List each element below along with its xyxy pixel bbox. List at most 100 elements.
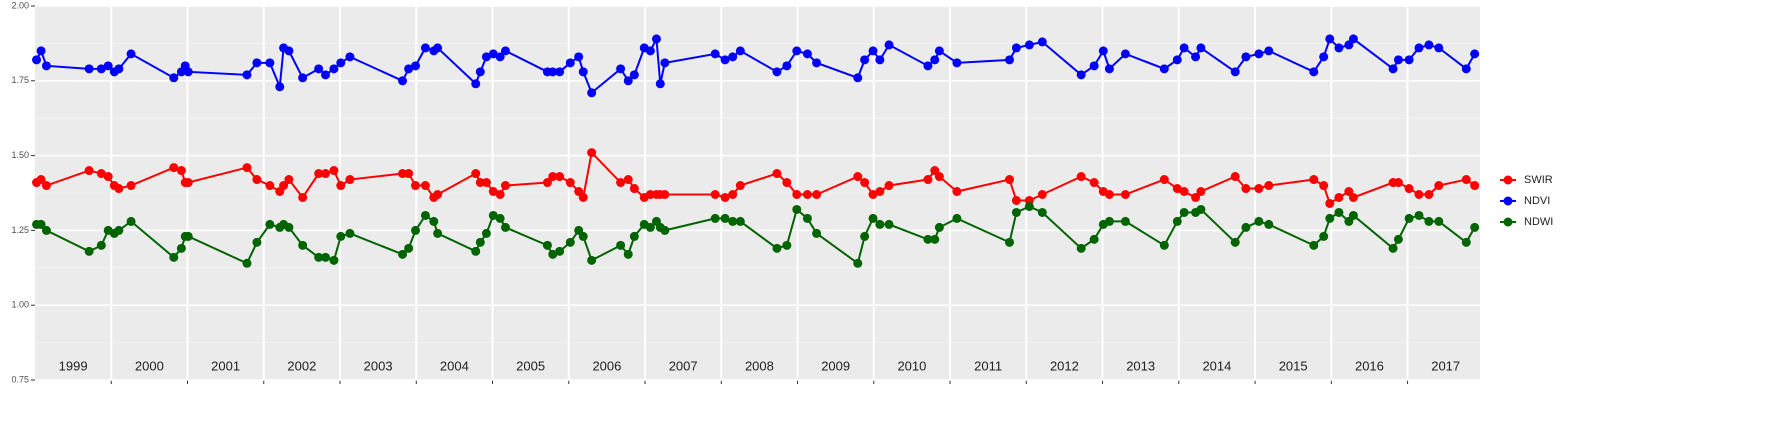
data-point bbox=[1424, 189, 1434, 199]
data-point bbox=[860, 55, 870, 65]
x-tick-label: 2001 bbox=[211, 358, 240, 373]
data-point bbox=[1434, 181, 1444, 191]
data-point bbox=[500, 181, 510, 191]
data-point bbox=[853, 258, 863, 268]
data-point bbox=[1434, 216, 1444, 226]
data-point bbox=[952, 213, 962, 223]
data-point bbox=[1089, 178, 1099, 188]
data-point bbox=[772, 67, 782, 77]
data-point bbox=[934, 222, 944, 232]
data-point bbox=[1414, 189, 1424, 199]
data-point bbox=[420, 43, 430, 53]
data-point bbox=[1230, 172, 1240, 182]
data-point bbox=[1005, 55, 1015, 65]
data-point bbox=[1011, 207, 1021, 217]
data-point bbox=[471, 246, 481, 256]
data-point bbox=[952, 187, 962, 197]
data-point bbox=[1076, 172, 1086, 182]
data-point bbox=[404, 243, 414, 253]
data-point bbox=[1089, 234, 1099, 244]
legend-label: NDVI bbox=[1524, 195, 1550, 207]
data-point bbox=[1037, 189, 1047, 199]
data-point bbox=[183, 178, 193, 188]
data-point bbox=[433, 189, 443, 199]
data-point bbox=[720, 192, 730, 202]
data-point bbox=[1104, 64, 1114, 74]
data-point bbox=[1434, 43, 1444, 53]
data-point bbox=[875, 219, 885, 229]
data-point bbox=[1461, 237, 1471, 247]
data-point bbox=[660, 58, 670, 68]
data-point bbox=[32, 55, 42, 65]
data-point bbox=[728, 52, 738, 62]
data-point bbox=[176, 243, 186, 253]
data-point bbox=[314, 64, 324, 74]
data-point bbox=[411, 225, 421, 235]
data-point bbox=[471, 169, 481, 179]
data-point bbox=[475, 67, 485, 77]
x-tick-label: 2015 bbox=[1279, 358, 1308, 373]
data-point bbox=[1334, 207, 1344, 217]
data-point bbox=[1104, 189, 1114, 199]
data-point bbox=[735, 216, 745, 226]
data-point bbox=[1325, 213, 1335, 223]
data-point bbox=[114, 184, 124, 194]
data-point bbox=[1393, 55, 1403, 65]
data-point bbox=[802, 189, 812, 199]
data-point bbox=[1404, 55, 1414, 65]
data-point bbox=[488, 187, 498, 197]
data-point bbox=[629, 231, 639, 241]
data-point bbox=[651, 34, 661, 44]
data-point bbox=[481, 52, 491, 62]
data-point bbox=[1404, 184, 1414, 194]
data-point bbox=[284, 222, 294, 232]
data-point bbox=[555, 246, 565, 256]
data-point bbox=[298, 192, 308, 202]
data-point bbox=[629, 184, 639, 194]
data-point bbox=[555, 67, 565, 77]
data-point bbox=[548, 249, 558, 259]
data-point bbox=[242, 163, 252, 173]
data-point bbox=[655, 79, 665, 89]
data-point bbox=[314, 169, 324, 179]
data-point bbox=[923, 61, 933, 71]
data-point bbox=[1348, 210, 1358, 220]
data-point bbox=[169, 252, 179, 262]
data-point bbox=[1348, 34, 1358, 44]
data-point bbox=[41, 225, 51, 235]
data-point bbox=[411, 181, 421, 191]
data-point bbox=[114, 225, 124, 235]
data-point bbox=[812, 189, 822, 199]
data-point bbox=[1089, 61, 1099, 71]
data-point bbox=[41, 61, 51, 71]
data-point bbox=[1388, 243, 1398, 253]
data-point bbox=[345, 52, 355, 62]
data-point bbox=[782, 61, 792, 71]
x-tick-label: 2011 bbox=[974, 358, 1002, 373]
data-point bbox=[802, 49, 812, 59]
data-point bbox=[1159, 175, 1169, 185]
data-point bbox=[565, 58, 575, 68]
data-point bbox=[404, 169, 414, 179]
data-point bbox=[284, 46, 294, 56]
data-point bbox=[548, 172, 558, 182]
data-point bbox=[1104, 216, 1114, 226]
data-point bbox=[1470, 222, 1480, 232]
y-tick-label: 2.00 bbox=[11, 0, 29, 10]
data-point bbox=[587, 255, 597, 265]
data-point bbox=[629, 70, 639, 80]
x-tick-label: 2004 bbox=[440, 358, 469, 373]
data-point bbox=[868, 189, 878, 199]
data-point bbox=[853, 73, 863, 83]
data-point bbox=[103, 61, 113, 71]
data-point bbox=[645, 46, 655, 56]
y-tick-label: 0.75 bbox=[11, 374, 29, 384]
data-point bbox=[420, 181, 430, 191]
data-point bbox=[1241, 222, 1251, 232]
data-point bbox=[565, 178, 575, 188]
data-point bbox=[495, 52, 505, 62]
data-point bbox=[314, 252, 324, 262]
x-tick-label: 2010 bbox=[897, 358, 926, 373]
data-point bbox=[114, 64, 124, 74]
